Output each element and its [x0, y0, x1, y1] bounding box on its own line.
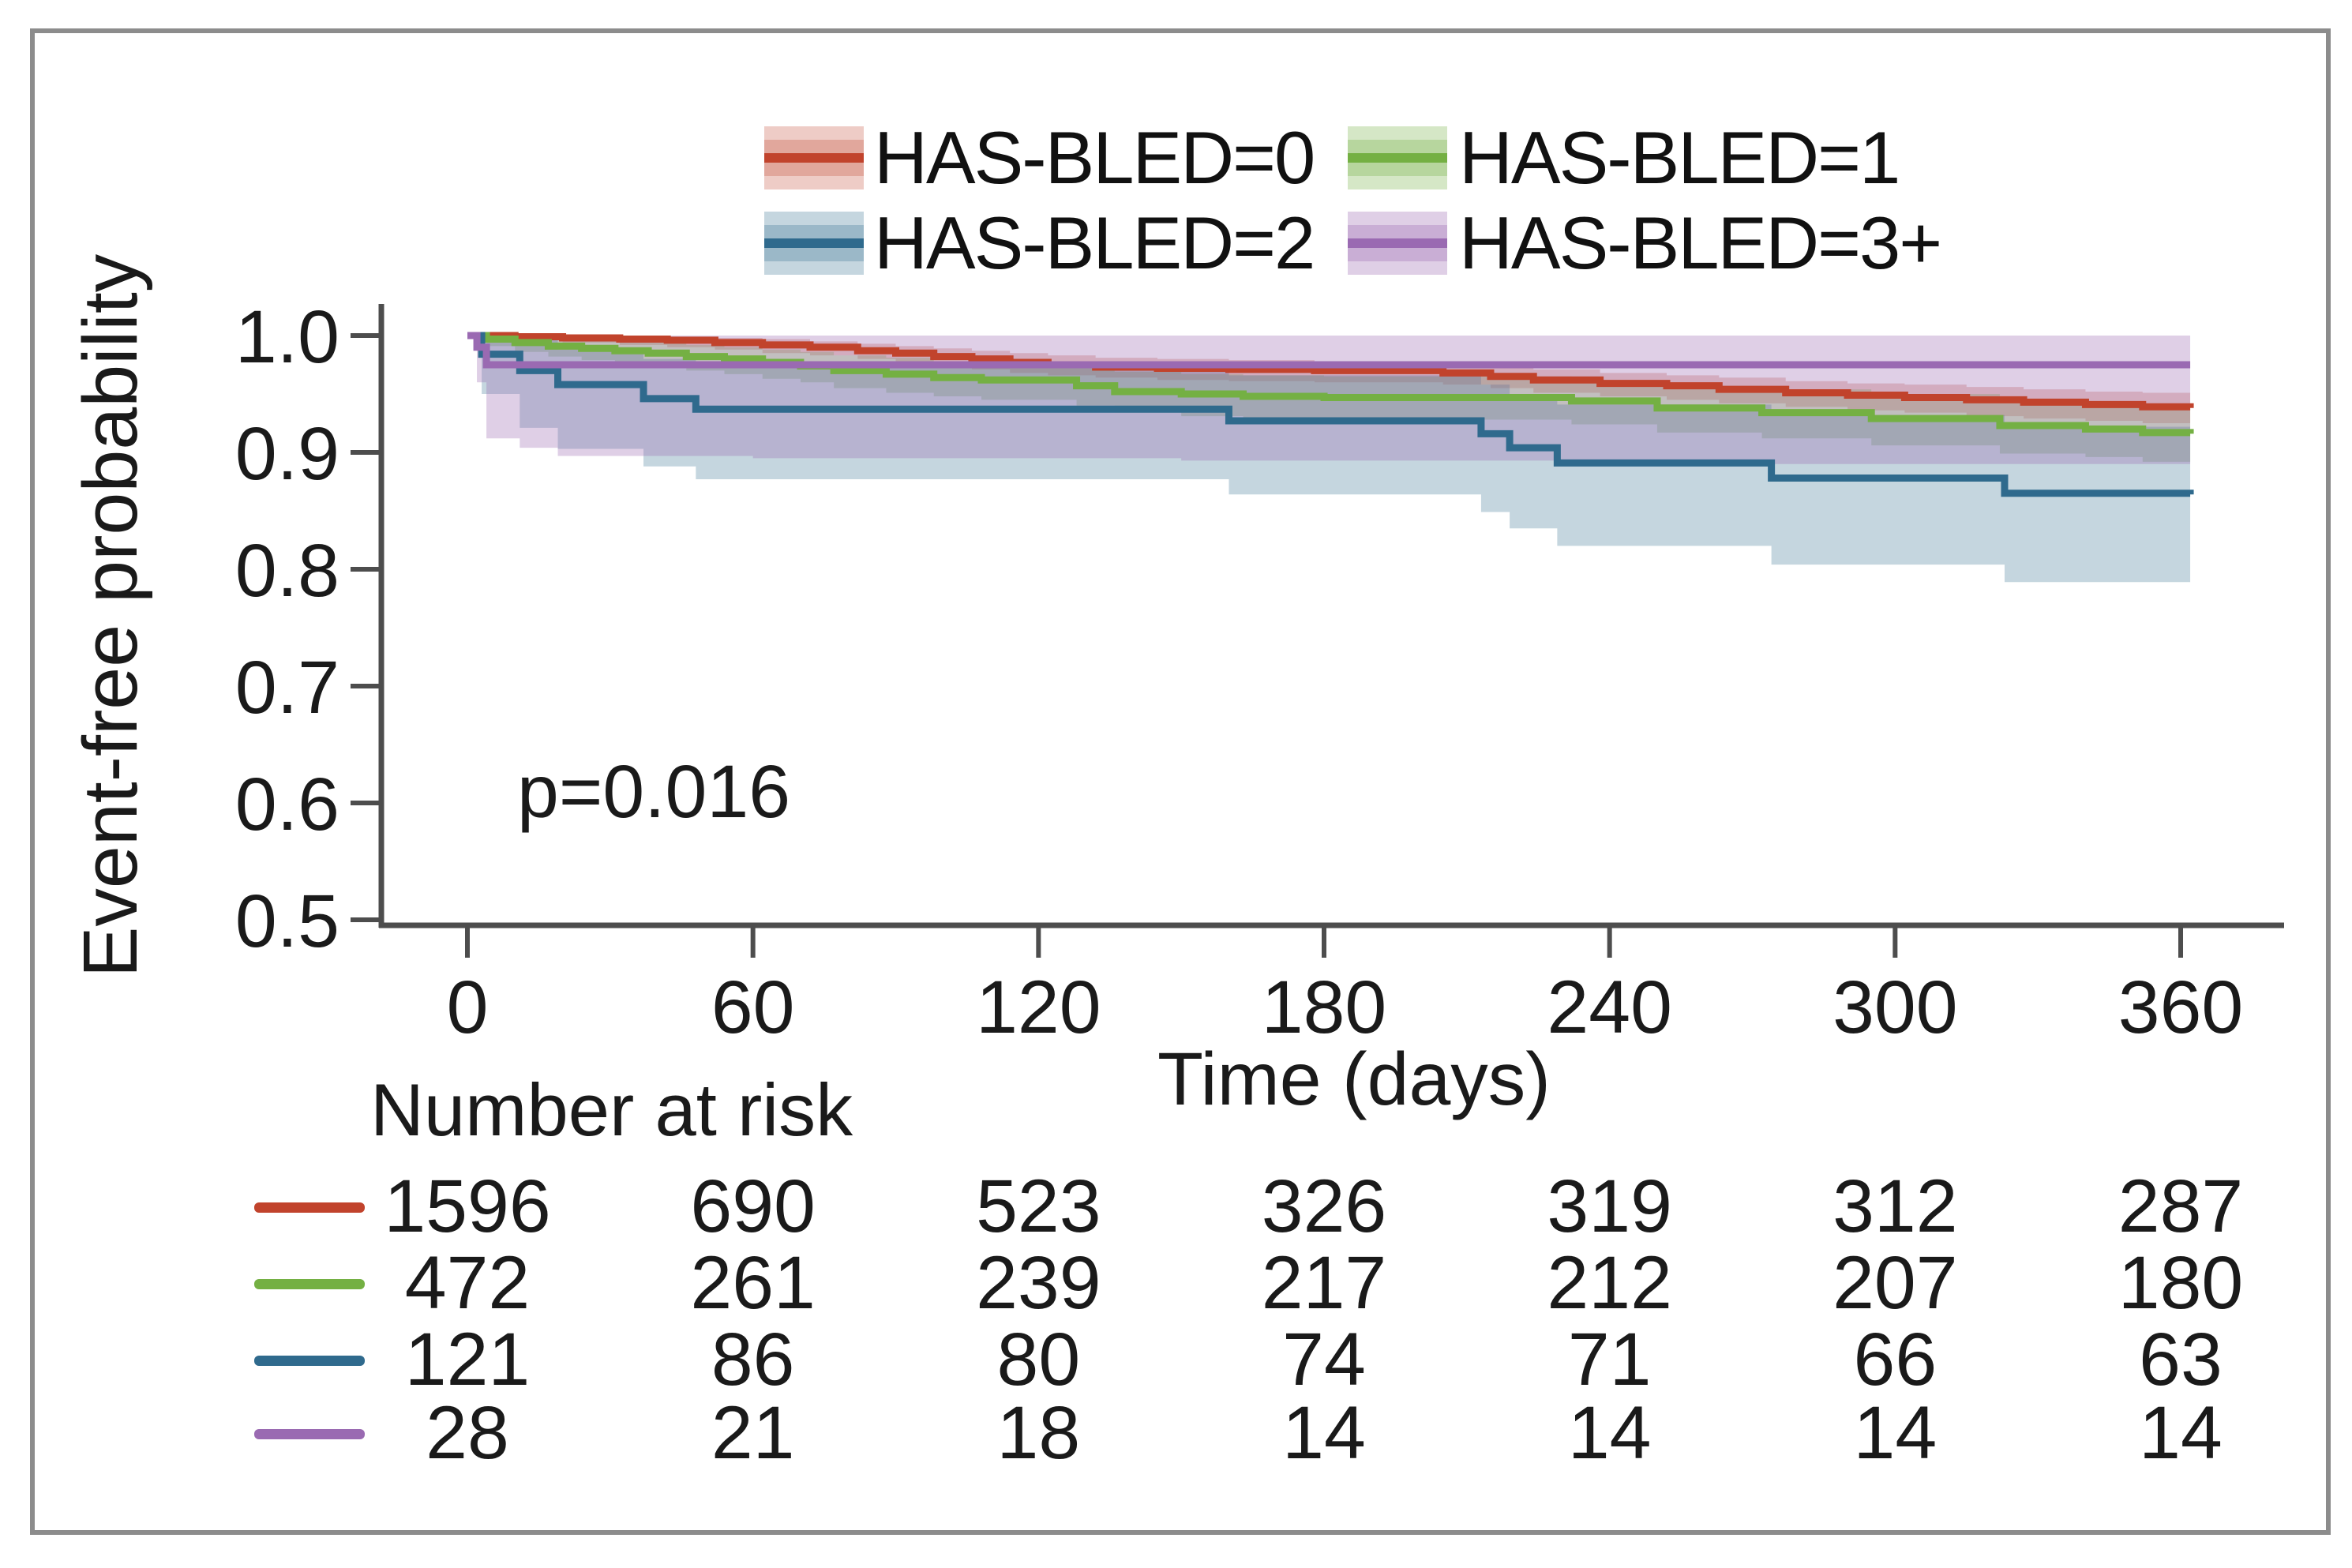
risk-count: 180 — [2118, 1241, 2244, 1325]
y-tick-label: 0.5 — [235, 880, 339, 963]
legend-item-label: HAS-BLED=1 — [1459, 116, 1900, 199]
x-axis-title: Time (days) — [1157, 1037, 1551, 1121]
risk-count: 14 — [2139, 1391, 2223, 1475]
legend-key-swatch — [764, 126, 864, 189]
risk-count: 326 — [1261, 1165, 1387, 1248]
x-tick-label: 0 — [447, 966, 489, 1049]
risk-count: 523 — [976, 1165, 1101, 1248]
risk-count: 261 — [690, 1241, 816, 1325]
risk-count: 14 — [1282, 1391, 1366, 1475]
risk-count: 71 — [1567, 1318, 1652, 1401]
risk-row-marker — [254, 1202, 365, 1213]
y-tick-label: 0.8 — [235, 529, 339, 613]
x-tick-label: 180 — [1262, 966, 1387, 1049]
risk-row-marker — [254, 1429, 365, 1439]
risk-count: 66 — [1853, 1318, 1937, 1401]
legend-key-swatch — [1348, 212, 1447, 275]
x-tick-label: 240 — [1547, 966, 1672, 1049]
risk-row-marker — [254, 1356, 365, 1366]
risk-count: 217 — [1261, 1241, 1387, 1325]
x-tick-label: 360 — [2118, 966, 2244, 1049]
risk-count: 74 — [1282, 1318, 1366, 1401]
y-tick-label: 0.9 — [235, 412, 339, 496]
risk-count: 319 — [1547, 1165, 1672, 1248]
survival-curve-HAS-BLED=1 — [467, 332, 2194, 437]
risk-count: 14 — [1567, 1391, 1652, 1475]
risk-count: 63 — [2139, 1318, 2223, 1401]
legend-item-label: HAS-BLED=0 — [874, 116, 1315, 199]
risk-count: 239 — [976, 1241, 1101, 1325]
legend-item-label: HAS-BLED=2 — [874, 201, 1315, 284]
risk-count: 287 — [2118, 1165, 2244, 1248]
risk-count: 472 — [404, 1241, 531, 1325]
risk-count: 121 — [404, 1318, 531, 1401]
y-axis-title: Event-free probability — [67, 253, 153, 978]
y-tick-label: 0.7 — [235, 646, 339, 730]
risk-count: 312 — [1832, 1165, 1958, 1248]
p-value-annotation: p=0.016 — [517, 750, 791, 834]
x-tick-label: 300 — [1832, 966, 1958, 1049]
risk-row-marker — [254, 1279, 365, 1289]
risk-count: 80 — [996, 1318, 1081, 1401]
risk-count: 690 — [690, 1165, 816, 1248]
survival-curve-HAS-BLED=3+ — [467, 332, 2191, 369]
figure-frame — [30, 28, 2331, 1535]
legend-item-label: HAS-BLED=3+ — [1459, 201, 1942, 284]
risk-count: 207 — [1832, 1241, 1958, 1325]
risk-count: 21 — [711, 1391, 795, 1475]
risk-table-title: Number at risk — [370, 1068, 853, 1151]
survival-curve-HAS-BLED=2 — [467, 332, 2194, 497]
legend-key-swatch — [764, 212, 864, 275]
risk-count: 86 — [711, 1318, 795, 1401]
y-tick-label: 0.6 — [235, 763, 339, 846]
confidence-band-HAS-BLED=0 — [467, 336, 2191, 426]
confidence-band-HAS-BLED=2 — [467, 336, 2191, 583]
x-tick-label: 60 — [711, 966, 795, 1049]
risk-count: 1596 — [384, 1165, 551, 1248]
y-tick-label: 1.0 — [235, 295, 339, 379]
risk-count: 14 — [1853, 1391, 1937, 1475]
risk-count: 28 — [426, 1391, 509, 1475]
legend-key-swatch — [1348, 126, 1447, 189]
risk-count: 212 — [1547, 1241, 1672, 1325]
risk-count: 18 — [996, 1391, 1081, 1475]
x-tick-label: 120 — [976, 966, 1101, 1049]
